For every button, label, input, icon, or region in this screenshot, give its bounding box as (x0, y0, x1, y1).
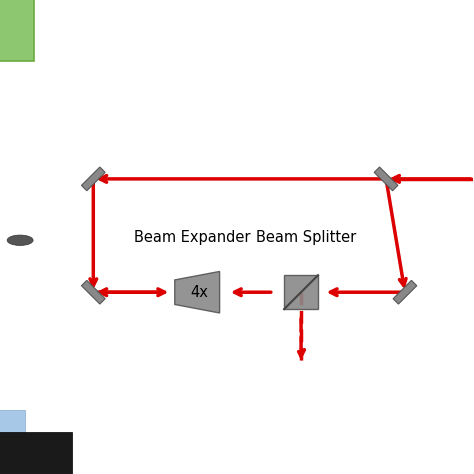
Polygon shape (175, 272, 219, 313)
FancyBboxPatch shape (0, 431, 72, 474)
Text: 4x: 4x (191, 285, 209, 300)
FancyBboxPatch shape (0, 0, 34, 61)
FancyBboxPatch shape (0, 410, 25, 434)
Text: Beam Splitter: Beam Splitter (255, 230, 356, 246)
Ellipse shape (7, 235, 33, 246)
Polygon shape (374, 167, 398, 191)
Bar (284, 275, 318, 309)
Polygon shape (82, 280, 105, 304)
Text: Beam Expander: Beam Expander (134, 230, 251, 246)
Polygon shape (393, 280, 417, 304)
Polygon shape (82, 167, 105, 191)
